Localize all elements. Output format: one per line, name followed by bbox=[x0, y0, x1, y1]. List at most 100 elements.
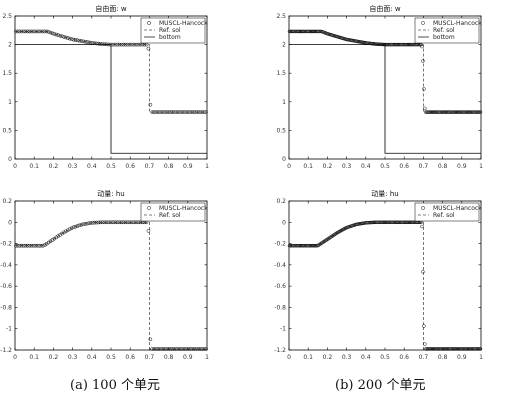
bottom-line bbox=[15, 44, 207, 154]
data-point bbox=[27, 243, 32, 248]
data-point bbox=[129, 220, 134, 225]
y-tick-label: 1 bbox=[282, 99, 286, 106]
y-tick-label: 1 bbox=[8, 99, 12, 106]
data-point bbox=[177, 110, 182, 114]
data-point bbox=[64, 229, 68, 234]
data-point bbox=[58, 232, 62, 237]
x-tick-label: 0.3 bbox=[68, 354, 78, 361]
y-tick-label: 2 bbox=[8, 42, 12, 49]
data-point bbox=[19, 243, 24, 248]
data-point bbox=[102, 220, 107, 225]
data-point bbox=[35, 29, 39, 34]
data-point bbox=[184, 110, 189, 114]
data-point bbox=[37, 29, 41, 34]
data-point bbox=[87, 40, 91, 45]
y-tick-label: -0.4 bbox=[274, 262, 286, 269]
data-point bbox=[106, 220, 110, 225]
data-point bbox=[161, 110, 166, 114]
y-tick-label: 0 bbox=[8, 156, 12, 163]
y-tick-label: -0.8 bbox=[274, 304, 286, 311]
legend-label: Ref. sol bbox=[159, 212, 181, 219]
data-point bbox=[183, 347, 187, 351]
data-point bbox=[62, 35, 66, 39]
x-tick-label: 0.6 bbox=[399, 163, 409, 170]
y-tick-label: 0.5 bbox=[276, 127, 286, 134]
data-point bbox=[163, 110, 168, 114]
data-point bbox=[27, 29, 32, 34]
data-point bbox=[188, 110, 193, 114]
data-point bbox=[98, 42, 103, 46]
data-point bbox=[196, 347, 201, 351]
x-tick-label: 0.8 bbox=[164, 163, 174, 170]
data-point bbox=[158, 347, 162, 351]
data-point bbox=[148, 337, 153, 342]
ref-sol-line bbox=[15, 31, 207, 113]
y-tick-label: 0.5 bbox=[2, 127, 12, 134]
x-tick-label: 0.5 bbox=[106, 354, 116, 361]
data-point bbox=[31, 243, 36, 248]
x-tick-label: 1 bbox=[205, 163, 209, 170]
x-tick-label: 0.4 bbox=[87, 354, 97, 361]
x-tick-label: 0.2 bbox=[49, 163, 59, 170]
data-point bbox=[117, 220, 122, 225]
x-tick-label: 0.5 bbox=[380, 354, 390, 361]
data-point bbox=[200, 347, 205, 351]
data-point bbox=[175, 110, 180, 114]
data-point bbox=[179, 110, 183, 114]
data-point bbox=[175, 347, 180, 351]
data-point bbox=[112, 220, 116, 225]
data-point bbox=[110, 220, 114, 225]
data-point bbox=[71, 225, 76, 230]
data-point bbox=[39, 29, 43, 34]
data-point bbox=[136, 220, 141, 225]
data-point bbox=[421, 270, 425, 274]
x-tick-label: 0.3 bbox=[342, 163, 352, 170]
data-point bbox=[136, 42, 141, 47]
data-point bbox=[60, 34, 64, 39]
data-point bbox=[33, 29, 38, 34]
y-tick-label: -1 bbox=[280, 326, 286, 333]
data-point bbox=[135, 42, 139, 47]
data-point bbox=[190, 110, 195, 114]
x-tick-label: 0.7 bbox=[145, 163, 155, 170]
y-tick-label: 0 bbox=[8, 219, 12, 226]
x-tick-label: 0.8 bbox=[164, 354, 174, 361]
x-tick-label: 1 bbox=[205, 354, 209, 361]
data-point bbox=[196, 110, 201, 114]
data-point bbox=[167, 110, 172, 114]
x-tick-label: 1 bbox=[479, 163, 483, 170]
legend-box bbox=[140, 202, 206, 222]
data-point bbox=[422, 324, 426, 328]
chart-panel-a-momentum: 0 0.1 0.2 0.3 0.4 0.5 0.6 0.7 0.8 0.9 1 0.2 0 -0.2 -0.… bbox=[0, 189, 209, 361]
data-point bbox=[148, 102, 153, 107]
data-point bbox=[186, 347, 191, 351]
data-point bbox=[29, 29, 34, 34]
chart-title: 动量: hu bbox=[371, 189, 398, 198]
y-tick-label: -1.2 bbox=[274, 347, 286, 354]
data-point bbox=[169, 110, 174, 114]
y-tick-label: -1 bbox=[6, 326, 12, 333]
data-point bbox=[52, 32, 57, 36]
x-tick-label: 0.4 bbox=[87, 163, 97, 170]
y-tick-label: 0 bbox=[282, 219, 286, 226]
data-point bbox=[423, 106, 427, 111]
data-point bbox=[21, 243, 26, 248]
data-point bbox=[77, 223, 82, 228]
bottom-line bbox=[289, 44, 481, 154]
data-point bbox=[123, 220, 128, 225]
data-point bbox=[183, 110, 187, 114]
data-point bbox=[46, 29, 51, 34]
data-point bbox=[65, 228, 70, 233]
data-point bbox=[171, 110, 176, 114]
data-point bbox=[117, 42, 122, 47]
data-point bbox=[478, 347, 483, 351]
data-point bbox=[165, 347, 170, 351]
data-point bbox=[422, 87, 426, 91]
y-tick-label: 1.5 bbox=[276, 70, 286, 77]
legend-label: Ref. sol bbox=[433, 27, 455, 34]
x-tick-label: 0.2 bbox=[323, 163, 333, 170]
data-point bbox=[54, 235, 59, 240]
chart-title: 自由面: w bbox=[369, 4, 401, 13]
